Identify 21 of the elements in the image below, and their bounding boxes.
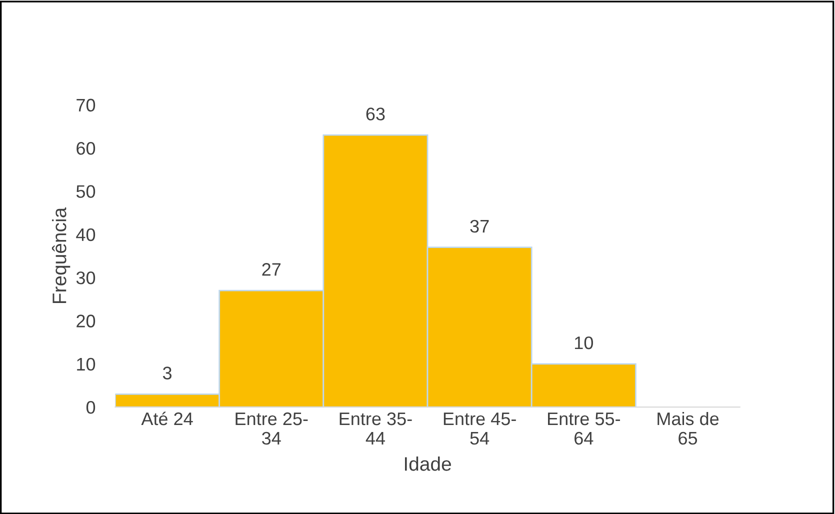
x-axis-title: Idade bbox=[404, 456, 451, 471]
y-tick-label: 40 bbox=[76, 228, 96, 242]
x-tick-label: Entre 45- 54 bbox=[444, 412, 516, 445]
y-tick-label: 20 bbox=[76, 314, 96, 328]
y-axis-title: Frequência bbox=[52, 207, 70, 304]
data-label: 27 bbox=[262, 263, 281, 276]
x-tick-label: Entre 35- 44 bbox=[340, 412, 412, 444]
data-label: 3 bbox=[162, 366, 172, 380]
data-label: 10 bbox=[575, 336, 593, 350]
y-tick-label: 0 bbox=[86, 401, 96, 414]
y-tick-label: 30 bbox=[76, 271, 96, 284]
y-tick-label: 50 bbox=[76, 185, 96, 198]
y-tick-label: 10 bbox=[77, 358, 96, 371]
data-label: 37 bbox=[470, 220, 489, 233]
x-tick-label: Entre 55- 64 bbox=[548, 412, 620, 445]
x-tick-label: Até 24 bbox=[141, 412, 193, 426]
x-tick-label: Entre 25- 34 bbox=[236, 412, 308, 445]
y-tick-label: 70 bbox=[76, 98, 96, 112]
y-tick-label: 60 bbox=[76, 142, 96, 155]
data-label: 63 bbox=[366, 108, 385, 120]
x-tick-label: Mais de 65 bbox=[658, 412, 719, 445]
